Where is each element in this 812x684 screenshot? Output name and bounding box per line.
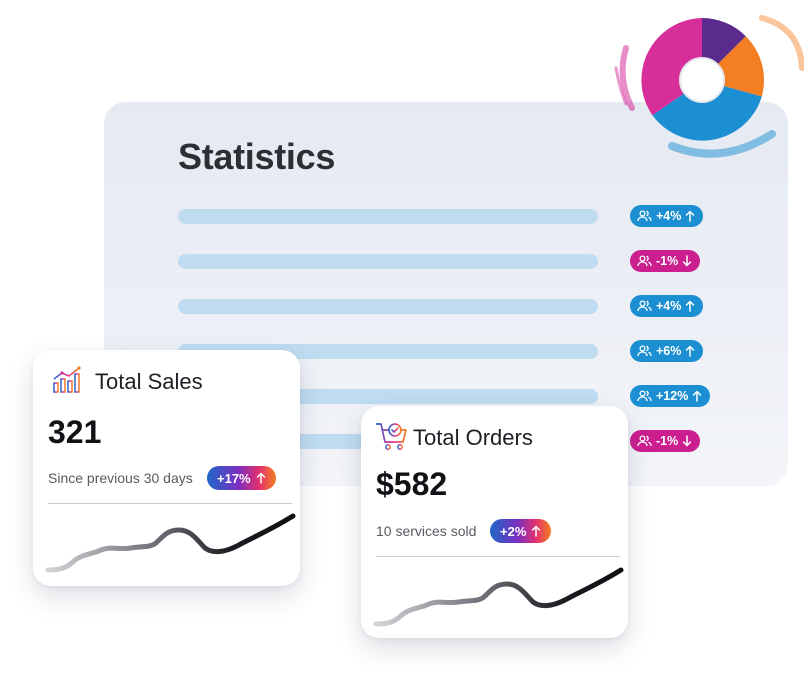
total-orders-value: $582 [376, 466, 448, 502]
donut-chart-illustration [612, 8, 805, 164]
total-orders-caption: 10 services sold [376, 523, 477, 539]
stat-badge: +6% [630, 340, 704, 362]
shopping-cart-icon [376, 423, 407, 450]
stat-badge: +4% [630, 295, 704, 317]
users-icon [637, 300, 652, 312]
orders-sparkline [373, 567, 624, 627]
total-orders-title: Total Orders [413, 425, 533, 450]
users-icon [637, 435, 652, 447]
stat-badge: +4% [630, 205, 704, 227]
stat-row: +4% [178, 205, 738, 227]
total-sales-card: Total Sales 321 Since previous 30 days +… [33, 350, 300, 586]
total-orders-card: Total Orders $582 10 services sold +2% [361, 406, 628, 638]
stat-row: -1% [178, 250, 738, 272]
arrow-down-icon [682, 435, 692, 447]
arrow-up-icon [686, 300, 695, 312]
total-sales-value: 321 [48, 414, 102, 450]
divider [376, 556, 620, 557]
statistics-title: Statistics [178, 136, 336, 177]
total-sales-caption: Since previous 30 days [48, 470, 193, 486]
users-icon [637, 210, 652, 222]
arrow-up-icon [693, 390, 702, 402]
divider [48, 503, 292, 504]
stat-change: +4% [656, 299, 682, 313]
total-sales-title: Total Sales [95, 369, 203, 394]
arrow-up-icon [256, 472, 265, 484]
arrow-up-icon [686, 210, 695, 222]
users-icon [637, 345, 652, 357]
arrow-up-icon [532, 525, 541, 537]
stat-change: -1% [656, 254, 679, 268]
trend-value: +2% [500, 523, 527, 539]
stat-change: +6% [656, 344, 682, 358]
arrow-down-icon [682, 255, 692, 267]
users-icon [637, 390, 652, 402]
stat-change: +4% [656, 209, 682, 223]
stat-row: +4% [178, 295, 738, 317]
stat-change: -1% [656, 434, 679, 448]
stat-bar [178, 254, 598, 269]
total-sales-trend-badge: +17% [207, 466, 276, 490]
stat-change: +12% [656, 389, 689, 403]
stat-badge: +12% [630, 385, 711, 407]
stat-badge: -1% [630, 430, 701, 452]
stat-bar [178, 209, 598, 224]
stat-badge: -1% [630, 250, 701, 272]
arrow-up-icon [686, 345, 695, 357]
users-icon [637, 255, 652, 267]
total-orders-trend-badge: +2% [490, 519, 552, 543]
trend-value: +17% [217, 470, 251, 486]
sales-sparkline [45, 513, 296, 573]
stat-bar [178, 299, 598, 314]
bar-chart-icon [51, 366, 83, 393]
